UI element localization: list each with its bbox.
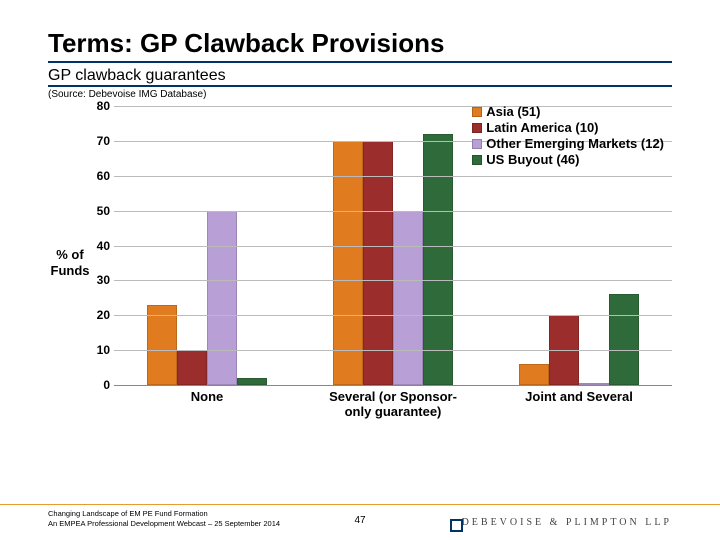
bar [177, 350, 207, 385]
legend-item: US Buyout (46) [472, 152, 664, 167]
gridline [114, 246, 672, 247]
firm-logo: DEBEVOISE & PLIMPTON LLP [462, 517, 672, 528]
y-tick: 20 [92, 308, 110, 322]
gridline [114, 350, 672, 351]
x-axis-labels: NoneSeveral (or Sponsor-only guarantee)J… [114, 386, 672, 420]
legend-item: Asia (51) [472, 104, 664, 119]
x-tick-label: Several (or Sponsor-only guarantee) [300, 386, 486, 420]
x-tick-label: Joint and Several [486, 386, 672, 420]
bar [147, 305, 177, 385]
y-tick: 70 [92, 134, 110, 148]
y-tick: 80 [92, 99, 110, 113]
bar [363, 141, 393, 385]
bar [519, 364, 549, 385]
bar [423, 134, 453, 385]
legend-swatch [472, 155, 482, 165]
y-tick: 0 [92, 378, 110, 392]
legend-item: Latin America (10) [472, 120, 664, 135]
legend-label: Other Emerging Markets (12) [486, 136, 664, 151]
bar [207, 211, 237, 385]
y-tick: 40 [92, 239, 110, 253]
y-axis-label: % of Funds [48, 247, 92, 278]
legend-swatch [472, 107, 482, 117]
page-number: 47 [354, 515, 365, 526]
legend-label: Latin America (10) [486, 120, 598, 135]
legend-item: Other Emerging Markets (12) [472, 136, 664, 151]
legend-swatch [472, 123, 482, 133]
footer-text: Changing Landscape of EM PE Fund Formati… [48, 509, 280, 528]
gridline [114, 176, 672, 177]
chart-source: (Source: Debevoise IMG Database) [48, 89, 672, 100]
bar [237, 378, 267, 385]
gridline [114, 280, 672, 281]
slide-title: Terms: GP Clawback Provisions [48, 28, 672, 63]
chart-subtitle: GP clawback guarantees [48, 67, 226, 84]
chart-region: % of Funds Asia (51)Latin America (10)Ot… [48, 106, 672, 420]
bar [579, 383, 609, 385]
legend: Asia (51)Latin America (10)Other Emergin… [472, 104, 664, 168]
slide-footer: Changing Landscape of EM PE Fund Formati… [0, 504, 720, 528]
legend-label: Asia (51) [486, 104, 540, 119]
legend-label: US Buyout (46) [486, 152, 579, 167]
gridline [114, 211, 672, 212]
gridline [114, 315, 672, 316]
y-tick: 10 [92, 343, 110, 357]
bar [609, 294, 639, 385]
y-tick: 50 [92, 204, 110, 218]
bar [393, 211, 423, 385]
y-tick: 60 [92, 169, 110, 183]
x-tick-label: None [114, 386, 300, 420]
y-tick: 30 [92, 273, 110, 287]
legend-swatch [472, 139, 482, 149]
bar [333, 141, 363, 385]
